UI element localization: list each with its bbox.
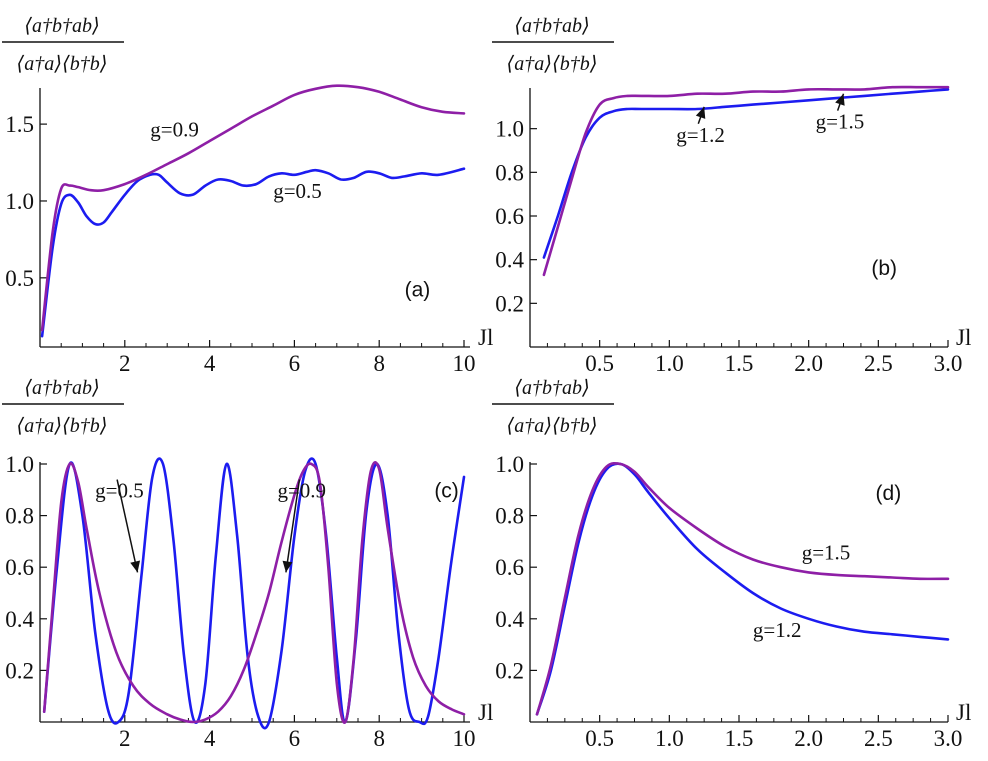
y-tick-label: 1.0 (495, 117, 524, 142)
x-tick-label: 8 (373, 351, 385, 376)
x-axis-title: Jl (478, 325, 493, 350)
y-tick-label: 0.2 (495, 291, 524, 316)
x-tick-label: 4 (204, 351, 216, 376)
curve-annotation: g=0.9 (150, 117, 199, 141)
ylabel-fraction: ⟨a†b†ab⟩ ⟨a†a⟩⟨b†b⟩ (2, 15, 124, 75)
series-line-g-0-5 (40, 167, 466, 338)
ylabel-denominator: ⟨a†a⟩⟨b†b⟩ (506, 415, 597, 437)
series-line-g-1-2 (535, 462, 950, 716)
x-tick-label: 2.0 (794, 726, 823, 751)
ylabel-numerator: ⟨a†b†ab⟩ (24, 377, 100, 399)
curve-annotation: g=1.5 (802, 540, 851, 564)
panel-tag: (a) (405, 278, 431, 301)
arrow-head (835, 93, 845, 106)
y-tick-label: 0.6 (5, 555, 34, 580)
series-line-g-0-9 (40, 84, 466, 332)
curve-annotation: g=1.2 (676, 123, 725, 147)
curve-annotation: g=1.2 (753, 618, 802, 642)
x-axis-title: Jl (478, 700, 493, 725)
y-tick-label: 1.5 (5, 112, 34, 137)
ylabel-denominator: ⟨a†a⟩⟨b†b⟩ (506, 53, 597, 75)
axes: 0.5 1.0 1.5 2.0 2.5 3.0 0.2 0.4 0.6 0.8 1.0 Jl (495, 88, 971, 376)
y-tick-label: 0.6 (495, 555, 524, 580)
annotation-arrow (285, 479, 301, 573)
y-tick-label: 0.8 (5, 504, 34, 529)
x-tick-label: 10 (453, 351, 476, 376)
panel-tag: (c) (434, 480, 459, 503)
y-tick-label: 0.5 (5, 266, 34, 291)
annotations: g=0.5g=0.9(c) (95, 479, 459, 573)
series-group (535, 461, 950, 716)
panel-b: ⟨a†b†ab⟩⟨a†a⟩⟨b†b⟩0.5 1.0 1.5 2.0 2.5 3.00.20… (492, 15, 971, 376)
curve-annotation: g=0.9 (277, 479, 326, 503)
ylabel-fraction: ⟨a†b†ab⟩ ⟨a†a⟩⟨b†b⟩ (492, 377, 614, 437)
x-tick-label: 2 (119, 726, 131, 751)
x-tick-label: 1.5 (725, 351, 754, 376)
ylabel-fraction: ⟨a†b†ab⟩ ⟨a†a⟩⟨b†b⟩ (2, 377, 124, 437)
panel-c: ⟨a†b†ab⟩ ⟨a†a⟩⟨b†b⟩ 2 4 6 8 10 0.2 0.4 0.6 0.8 1.0 J… (2, 377, 493, 751)
x-tick-label: 6 (289, 351, 301, 376)
curve-annotation: g=0.5 (273, 179, 322, 203)
y-tick-label: 1.0 (5, 452, 34, 477)
annotations: g=0.9 g=0.5 (a) (150, 117, 430, 301)
panel-tag: (b) (871, 257, 897, 280)
y-tick-label: 0.4 (495, 248, 524, 273)
ylabel-numerator: ⟨a†b†ab⟩ (24, 15, 100, 37)
axes: 2 4 6 8 10 0.5 1.0 1.5 Jl (5, 88, 493, 376)
x-tick-label: 1.0 (655, 351, 684, 376)
ylabel-fraction: ⟨a†b†ab⟩ ⟨a†a⟩⟨b†b⟩ (492, 15, 614, 75)
ylabel-numerator: ⟨a†b†ab⟩ (514, 15, 590, 37)
x-tick-label: 2.5 (864, 351, 893, 376)
axes: 2 4 6 8 10 0.2 0.4 0.6 0.8 1.0 Jl (5, 452, 493, 751)
y-tick-label: 0.8 (495, 504, 524, 529)
x-tick-label: 3.0 (934, 726, 963, 751)
panel-a: ⟨a†b†ab⟩ ⟨a†a⟩⟨b†b⟩ 2 4 6 8 10 0.5 1.0 1.5 Jl g=0.9… (2, 15, 493, 376)
annotations: g=1.2 g=1.5 (b) (676, 93, 897, 280)
ylabel-denominator: ⟨a†a⟩⟨b†b⟩ (16, 53, 107, 75)
panel-tag: (d) (876, 482, 902, 505)
series-group (542, 85, 950, 277)
y-tick-label: 0.4 (5, 607, 34, 632)
series-line-g-0-9 (42, 461, 466, 724)
y-tick-label: 1.0 (5, 189, 34, 214)
y-tick-label: 0.6 (495, 204, 524, 229)
series-line-g-1-2 (542, 88, 950, 259)
curve-annotation: g=1.5 (816, 110, 865, 134)
series-line-g-1-5 (535, 461, 950, 716)
annotation-arrow (116, 479, 139, 573)
y-tick-label: 0.4 (495, 607, 524, 632)
x-tick-label: 2.5 (864, 726, 893, 751)
x-tick-label: 3.0 (934, 351, 963, 376)
x-tick-label: 2 (119, 351, 131, 376)
arrow-head (130, 560, 141, 573)
y-tick-label: 1.0 (495, 452, 524, 477)
panel-d: ⟨a†b†ab⟩⟨a†a⟩⟨b†b⟩0.5 1.0 1.5 2.0 2.5 3.00.20… (492, 377, 971, 751)
series-group (42, 457, 466, 730)
x-axis-title: Jl (956, 325, 971, 350)
series-line-g-1-5 (542, 85, 950, 277)
x-tick-label: 2.0 (794, 351, 823, 376)
x-tick-label: 1.5 (725, 726, 754, 751)
arrow-head (695, 106, 706, 119)
x-tick-label: 8 (373, 726, 385, 751)
y-tick-label: 0.2 (5, 658, 34, 683)
x-axis-title: Jl (956, 700, 971, 725)
annotations: g=1.5 g=1.2 (d) (753, 482, 901, 642)
x-tick-label: 0.5 (585, 351, 614, 376)
series-group (40, 84, 466, 338)
x-tick-label: 4 (204, 726, 216, 751)
x-tick-label: 0.5 (585, 726, 614, 751)
y-tick-label: 0.2 (495, 658, 524, 683)
x-tick-label: 10 (453, 726, 476, 751)
ylabel-denominator: ⟨a†a⟩⟨b†b⟩ (16, 415, 107, 437)
arrow-head (282, 560, 293, 573)
axes: 0.5 1.0 1.5 2.0 2.5 3.0 0.2 0.4 0.6 0.8 1.0 Jl (495, 452, 971, 751)
x-tick-label: 1.0 (655, 726, 684, 751)
y-tick-label: 0.8 (495, 160, 524, 185)
x-tick-label: 6 (289, 726, 301, 751)
ylabel-numerator: ⟨a†b†ab⟩ (514, 377, 590, 399)
